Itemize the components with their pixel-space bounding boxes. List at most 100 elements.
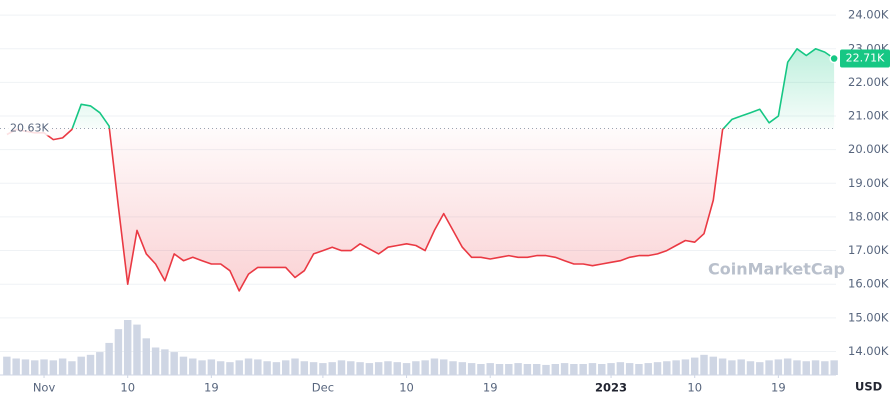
volume-bar bbox=[579, 364, 587, 375]
x-tick-label: Nov bbox=[33, 381, 56, 395]
volume-bar bbox=[588, 363, 597, 375]
x-tick-label: 19 bbox=[483, 381, 498, 395]
volume-bar bbox=[254, 359, 262, 375]
x-tick-label: 19 bbox=[204, 381, 219, 395]
volume-bar bbox=[802, 361, 810, 375]
volume-bar bbox=[467, 363, 476, 375]
volume-bar bbox=[12, 358, 20, 375]
volume-bar bbox=[570, 364, 578, 375]
volume-bar bbox=[653, 362, 662, 375]
x-tick-label: Dec bbox=[312, 381, 334, 395]
volume-bar bbox=[542, 364, 550, 375]
volume-bar bbox=[598, 364, 606, 375]
volume-bar bbox=[31, 360, 39, 375]
volume-bar bbox=[207, 359, 216, 375]
volume-bar bbox=[226, 362, 234, 375]
current-price-badge bbox=[840, 49, 890, 68]
volume-bar bbox=[123, 320, 132, 375]
volume-bar bbox=[105, 342, 113, 375]
volume-bar bbox=[21, 359, 30, 375]
volume-bar bbox=[114, 329, 123, 375]
volume-bar bbox=[96, 352, 104, 375]
volume-bar bbox=[272, 362, 281, 375]
volume-bar bbox=[821, 361, 829, 375]
y-tick-label: 17.00K bbox=[848, 243, 889, 257]
volume-bar bbox=[49, 360, 58, 375]
volume-bar bbox=[179, 356, 188, 375]
volume-bar bbox=[216, 361, 225, 375]
y-tick-label: 24.00K bbox=[848, 8, 889, 22]
volume-bar bbox=[86, 354, 95, 375]
volume-bar bbox=[690, 357, 699, 375]
volume-bar bbox=[477, 364, 485, 375]
volume-bar bbox=[244, 358, 253, 375]
volume-bar bbox=[235, 360, 243, 375]
volume-bar bbox=[328, 362, 336, 375]
volume-bar bbox=[783, 358, 792, 375]
volume-bar bbox=[393, 362, 401, 375]
volume-bar bbox=[142, 338, 151, 375]
volume-bar bbox=[718, 358, 727, 375]
volume-bar bbox=[514, 363, 522, 375]
volume-bar bbox=[616, 362, 625, 375]
volume-bar bbox=[746, 361, 755, 375]
baseline-label: 20.63K bbox=[10, 121, 49, 134]
volume-bar bbox=[765, 360, 773, 375]
y-tick-label: 22.00K bbox=[848, 75, 889, 89]
volume-bar bbox=[421, 360, 429, 375]
y-tick-label: 16.00K bbox=[848, 277, 889, 291]
current-dot bbox=[829, 53, 839, 64]
volume-bar bbox=[663, 361, 671, 375]
y-tick-label: 14.00K bbox=[848, 344, 889, 358]
volume-bar bbox=[625, 363, 634, 375]
volume-bar bbox=[737, 359, 745, 375]
volume-bar bbox=[319, 363, 327, 375]
volume-bar bbox=[700, 354, 708, 375]
price-line bbox=[6, 48, 835, 292]
volume-bar bbox=[430, 358, 439, 375]
volume-bar bbox=[486, 363, 494, 375]
y-tick-label: 18.00K bbox=[848, 209, 889, 223]
volume-bar bbox=[133, 324, 141, 375]
volume-bar bbox=[263, 361, 271, 375]
volume-bar bbox=[672, 360, 680, 375]
volume-bar bbox=[635, 364, 643, 375]
volume-bar bbox=[384, 361, 392, 375]
volume-bar bbox=[189, 358, 197, 375]
volume-bar bbox=[505, 364, 513, 375]
volume-bar bbox=[774, 359, 783, 375]
baseline-label-bg bbox=[6, 119, 50, 136]
volume-bar bbox=[551, 364, 559, 375]
volume-bar bbox=[532, 364, 541, 375]
y-tick-label: 19.00K bbox=[848, 176, 889, 190]
volume-bar bbox=[3, 356, 11, 375]
volume-bar bbox=[337, 360, 346, 375]
volume-bar bbox=[607, 363, 615, 375]
x-tick-label: 19 bbox=[771, 381, 786, 395]
volume-bar bbox=[309, 362, 318, 375]
volume-bar bbox=[161, 349, 169, 375]
volume-bar bbox=[282, 360, 290, 375]
volume-bar bbox=[77, 356, 85, 375]
x-tick-label: 10 bbox=[120, 381, 135, 395]
volume-bar bbox=[170, 352, 178, 375]
y-tick-label: 21.00K bbox=[848, 109, 889, 123]
volume-bar bbox=[300, 361, 309, 375]
volume-bar bbox=[440, 359, 448, 375]
volume-bar bbox=[198, 360, 206, 375]
volume-bar bbox=[644, 363, 652, 375]
volume-bar bbox=[68, 361, 76, 375]
y-tick-label: 20.00K bbox=[848, 142, 889, 156]
volume-bar bbox=[58, 358, 67, 375]
volume-bar bbox=[495, 364, 504, 375]
volume-bar bbox=[365, 363, 374, 375]
y-axis-label: USD bbox=[855, 380, 882, 394]
watermark: CoinMarketCap bbox=[708, 260, 845, 279]
volume-bar bbox=[412, 361, 420, 375]
volume-bar bbox=[449, 361, 457, 375]
y-tick-label: 15.00K bbox=[848, 310, 889, 324]
x-tick-label: 2023 bbox=[595, 381, 627, 395]
volume-bar bbox=[151, 347, 160, 375]
volume-bar bbox=[291, 358, 299, 375]
